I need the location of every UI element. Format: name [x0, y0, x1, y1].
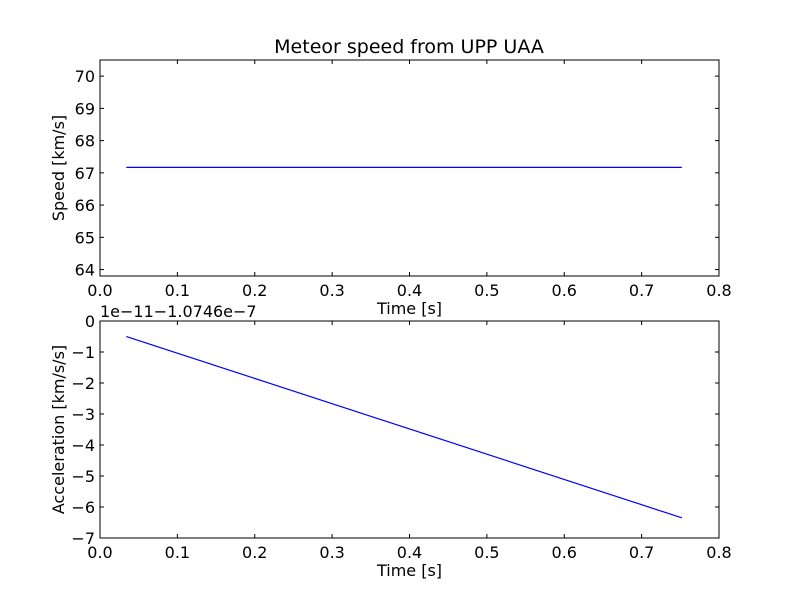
accel-x-tick-label: 0.7 [629, 543, 654, 562]
accel-y-offset-text: 1e−11−1.0746e−7 [100, 302, 257, 321]
speed-x-tick-label: 0.0 [87, 281, 112, 300]
speed-x-tick-label: 0.5 [474, 281, 499, 300]
accel-y-tick-label: −2 [71, 374, 95, 393]
accel-x-tick-label: 0.1 [165, 543, 190, 562]
speed-x-tick-label: 0.1 [165, 281, 190, 300]
accel-y-tick-label: 0 [85, 312, 95, 331]
accel-x-tick-label: 0.2 [242, 543, 267, 562]
accel-y-tick-label: −3 [71, 405, 95, 424]
accel-series-line [126, 335, 683, 519]
speed-x-tick-label: 0.4 [397, 281, 422, 300]
accel-x-tick-label: 0.3 [319, 543, 344, 562]
chart-title: Meteor speed from UPP UAA [274, 36, 544, 58]
accel-y-tick-label: −6 [71, 498, 95, 517]
accel-y-tick-label: −7 [71, 529, 95, 548]
speed-y-tick-label: 64 [75, 261, 95, 280]
speed-x-tick-label: 0.3 [319, 281, 344, 300]
speed-y-axis-label: Speed [km/s] [49, 115, 68, 221]
accel-y-tick-label: −4 [71, 436, 95, 455]
acceleration-panel: 0.0 0.1 0.2 0.3 0.4 0.5 0.6 0.7 0.8 0 −1 −2 −3 −4 −5 −6… [49, 302, 732, 580]
accel-x-tick-label: 0.4 [397, 543, 422, 562]
accel-x-axis-label: Time [s] [376, 561, 442, 580]
speed-y-tick-label: 68 [75, 132, 95, 151]
speed-y-tick-label: 70 [75, 67, 95, 86]
speed-x-axis-label: Time [s] [376, 299, 442, 318]
speed-x-tick-label: 0.8 [706, 281, 731, 300]
accel-x-tick-label: 0.5 [474, 543, 499, 562]
accel-y-axis-label: Acceleration [km/s/s] [49, 345, 68, 514]
speed-x-tick-label: 0.2 [242, 281, 267, 300]
speed-axes-frame [99, 59, 720, 277]
speed-y-tick-label: 69 [75, 99, 95, 118]
speed-y-tick-label: 66 [75, 196, 95, 215]
accel-x-tick-label: 0.6 [552, 543, 577, 562]
accel-y-tick-label: −1 [71, 343, 95, 362]
accel-x-tick-label: 0.8 [706, 543, 731, 562]
accel-x-tick-label: 0.0 [87, 543, 112, 562]
accel-y-tick-label: −5 [71, 467, 95, 486]
speed-x-tick-label: 0.7 [629, 281, 654, 300]
speed-y-tick-label: 67 [75, 164, 95, 183]
speed-panel: 0.0 0.1 0.2 0.3 0.4 0.5 0.6 0.7 0.8 64 65 66 67 68 69 7… [49, 59, 732, 318]
speed-y-tick-label: 65 [75, 228, 95, 247]
speed-x-tick-label: 0.6 [552, 281, 577, 300]
